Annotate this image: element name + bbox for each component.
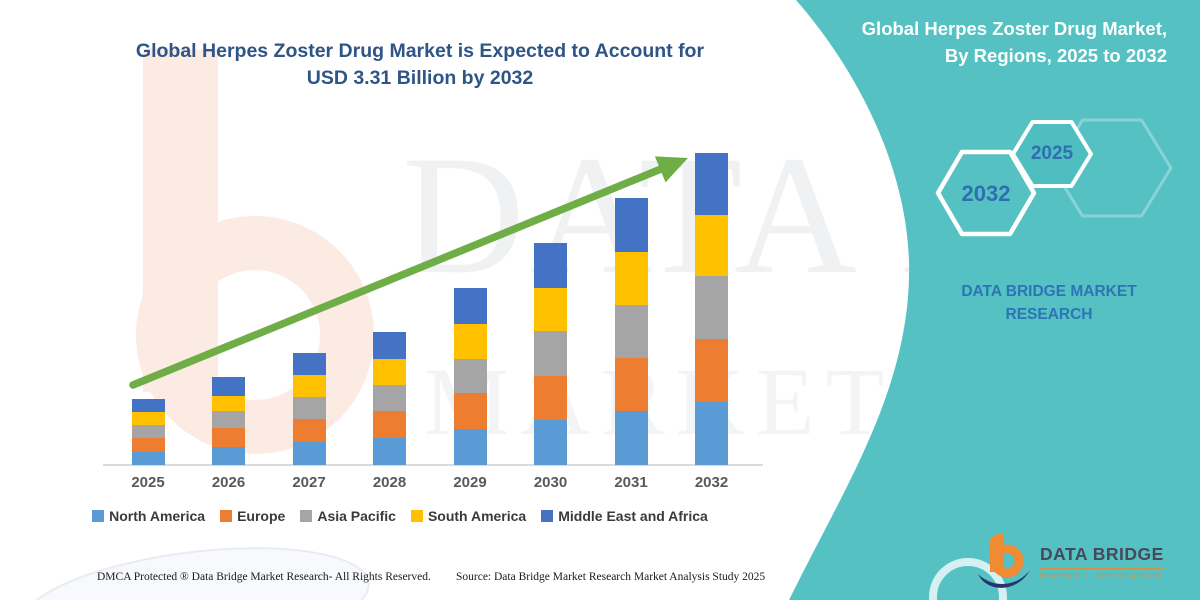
bar-segment-north-america-2028 — [373, 437, 406, 465]
x-tick-label-2027: 2027 — [292, 474, 326, 491]
bar-segment-europe-2032 — [695, 338, 728, 402]
bar-segment-europe-2025 — [131, 437, 165, 452]
dmca-notice: DMCA Protected ® Data Bridge Market Rese… — [97, 571, 431, 583]
bar-segment-south-america-2032 — [695, 215, 728, 277]
hexagon-year-2025: 2025 — [1030, 143, 1074, 164]
legend-swatch-north-america — [92, 510, 105, 522]
bar-segment-asia-pacific-2025 — [131, 425, 165, 438]
legend-label-asia-pacific: Asia Pacific — [317, 508, 396, 524]
x-tick-label-2032: 2032 — [694, 474, 729, 491]
logo-b-bowl — [990, 544, 1024, 578]
watermark-swoosh-ellipse — [20, 547, 370, 600]
bar-segment-north-america-2032 — [695, 401, 728, 465]
x-tick-label-2026: 2026 — [211, 474, 246, 491]
chart-title-line1: Global Herpes Zoster Drug Market is Expe… — [135, 40, 705, 62]
logo-swoosh — [978, 570, 1030, 588]
bar-segment-south-america-2025 — [131, 412, 165, 426]
legend-swatch-middle-east-and-africa — [541, 510, 554, 522]
bar-segment-north-america-2027 — [292, 442, 326, 465]
legend-item-south-america: South America — [410, 508, 527, 524]
bar-segment-middle-east-and-africa-2025 — [131, 399, 165, 413]
watermark-swoosh — [20, 547, 370, 600]
brand-wordmark: DATA BRIDGE MARKET RESEARCH — [950, 280, 1148, 326]
hexagon-2032 — [935, 149, 1037, 237]
legend-label-middle-east-and-africa: Middle East and Africa — [558, 508, 708, 524]
x-tick-label-2029: 2029 — [453, 474, 487, 491]
bar-segment-asia-pacific-2028 — [373, 384, 406, 412]
bar-segment-asia-pacific-2026 — [212, 411, 245, 429]
right-panel-title-line1: Global Herpes Zoster Drug Market, — [861, 18, 1167, 39]
x-axis-line — [103, 464, 763, 466]
right-panel-title-line2: By Regions, 2025 to 2032 — [944, 45, 1167, 66]
legend-label-north-america: North America — [109, 508, 206, 524]
chart-title: Global Herpes Zoster Drug Market is Expe… — [110, 38, 730, 92]
dbmr-logo-icon — [978, 533, 1030, 588]
chart-legend: North America Europe Asia Pacific South Ame… — [40, 508, 760, 524]
dbmr-logo-text: DATA BRIDGE MARKET RESEARCH — [1040, 544, 1165, 580]
teal-panel-shape — [789, 0, 1200, 600]
legend-item-north-america: North America — [92, 508, 205, 524]
x-tick-label-2030: 2030 — [533, 474, 568, 491]
ghost-hexagon — [1051, 118, 1173, 218]
brand-wordmark-line2: RESEARCH — [1005, 306, 1093, 323]
logo-arc-decoration — [929, 558, 1007, 600]
legend-label-south-america: South America — [427, 508, 527, 524]
bar-segment-north-america-2030 — [534, 419, 567, 465]
x-tick-label-2028: 2028 — [372, 474, 407, 491]
bar-segment-middle-east-and-africa-2032 — [695, 152, 728, 216]
legend-item-middle-east-and-africa: Middle East and Africa — [541, 508, 708, 524]
bar-segment-north-america-2025 — [131, 451, 165, 465]
dbmr-logo-name: DATA BRIDGE — [1040, 544, 1164, 564]
bar-segment-europe-2029 — [453, 393, 487, 430]
legend-swatch-asia-pacific — [300, 510, 313, 522]
legend-item-asia-pacific: Asia Pacific — [300, 508, 396, 524]
bar-segment-europe-2028 — [373, 411, 406, 438]
brand-wordmark-line1: DATA BRIDGE MARKET — [961, 283, 1137, 300]
bar-segment-north-america-2031 — [614, 411, 648, 465]
bar-segment-south-america-2026 — [212, 396, 245, 412]
legend-item-europe: Europe — [220, 508, 285, 524]
bar-segment-europe-2027 — [292, 418, 326, 443]
bar-segment-north-america-2026 — [212, 447, 245, 465]
bar-segment-asia-pacific-2032 — [695, 276, 728, 339]
bar-segment-north-america-2029 — [453, 429, 487, 465]
right-panel-title: Global Herpes Zoster Drug Market, By Reg… — [787, 15, 1167, 69]
legend-swatch-south-america — [410, 510, 423, 522]
x-tick-label-2025: 2025 — [131, 474, 165, 491]
x-tick-label-2031: 2031 — [614, 474, 648, 491]
legend-label-europe: Europe — [237, 508, 286, 524]
hexagon-2025 — [1011, 120, 1093, 188]
dbmr-logo: DATA BRIDGE MARKET RESEARCH — [976, 530, 1165, 594]
bar-2025 — [131, 399, 165, 465]
chart-title-line2: USD 3.31 Billion by 2032 — [306, 67, 534, 89]
bar-2032 — [695, 152, 728, 465]
bar-2026 — [212, 377, 245, 465]
legend-swatch-europe — [220, 510, 233, 522]
dbmr-logo-tagline: MARKET RESEARCH — [1040, 568, 1165, 580]
source-note: Source: Data Bridge Market Research Mark… — [456, 571, 766, 583]
bar-segment-asia-pacific-2027 — [292, 397, 326, 419]
bar-segment-europe-2026 — [212, 428, 245, 448]
hexagon-year-2032: 2032 — [961, 181, 1011, 206]
